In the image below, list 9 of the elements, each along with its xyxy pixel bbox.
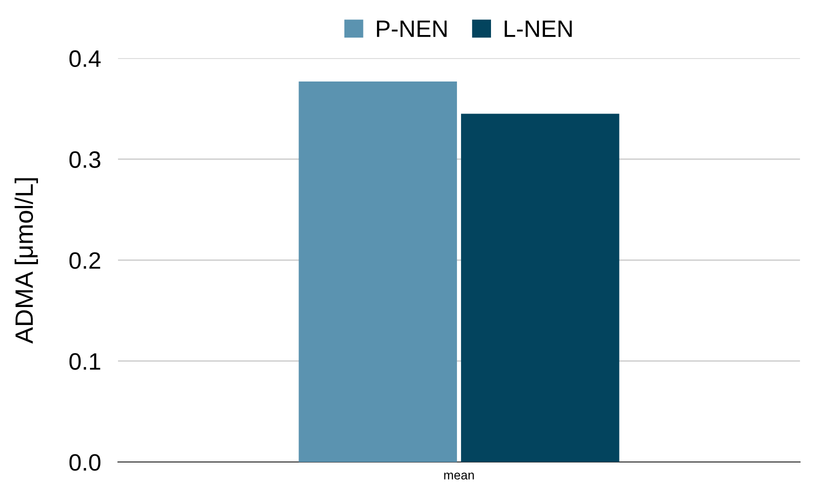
legend-label: L-NEN xyxy=(504,20,572,37)
y-tick-label: 0.2 xyxy=(69,252,100,269)
y-tick-label: 0.4 xyxy=(69,50,101,68)
x-tick-label: mean xyxy=(444,472,474,480)
legend-label: P-NEN xyxy=(376,20,447,37)
y-tick-label: 0.1 xyxy=(69,353,100,370)
y-tick-label: 0.0 xyxy=(69,454,100,471)
y-tick-label: 0.3 xyxy=(69,151,100,168)
y-axis-title: ADMA [μmol/L] xyxy=(14,178,38,344)
